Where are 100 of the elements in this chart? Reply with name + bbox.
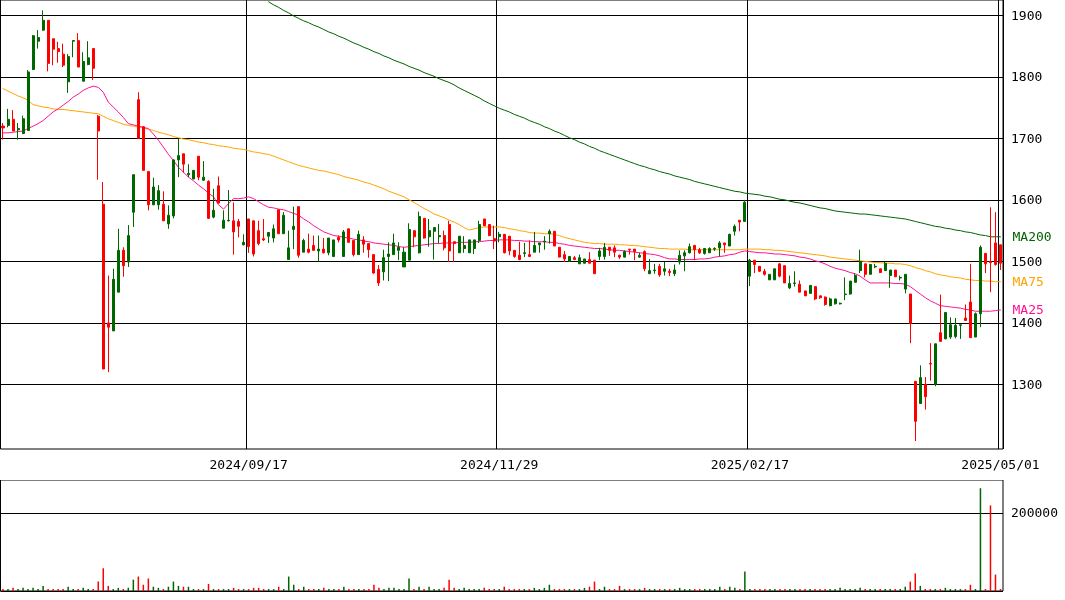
candlestick	[698, 247, 701, 255]
candlestick	[418, 211, 421, 254]
candlestick	[979, 244, 982, 328]
candlestick	[408, 222, 411, 261]
candlestick	[463, 235, 466, 254]
candlestick	[392, 233, 395, 256]
candlestick	[864, 263, 867, 278]
y-tick-label: 1500	[1011, 253, 1043, 269]
candlestick	[919, 364, 922, 404]
candlestick	[894, 269, 897, 278]
candlestick	[347, 228, 350, 243]
candlestick	[62, 43, 65, 68]
candlestick	[899, 275, 902, 281]
candlestick	[473, 239, 476, 255]
candlestick	[77, 32, 80, 68]
candlestick	[593, 259, 596, 275]
candlestick	[788, 275, 791, 290]
candlestick	[929, 342, 932, 382]
candlestick	[112, 268, 115, 332]
candlestick	[703, 247, 706, 256]
candlestick	[167, 204, 170, 230]
candlestick	[257, 220, 260, 246]
candlestick	[357, 230, 360, 256]
candlestick	[964, 303, 967, 321]
candlestick	[57, 41, 60, 64]
candlestick	[829, 297, 832, 307]
candlestick	[859, 249, 862, 274]
candlestick	[147, 170, 150, 211]
candlestick	[483, 218, 486, 227]
candlestick	[538, 242, 541, 254]
candlestick	[247, 218, 250, 254]
candlestick	[82, 51, 85, 82]
candlestick	[458, 235, 461, 254]
candlestick	[778, 262, 781, 278]
candlestick	[252, 220, 255, 257]
candlestick	[834, 298, 837, 305]
candlestick	[272, 224, 275, 243]
candlestick	[999, 244, 1002, 271]
candlestick	[242, 233, 245, 246]
candlestick	[117, 228, 120, 293]
candlestick	[443, 230, 446, 251]
candlestick	[748, 258, 751, 287]
candlestick	[438, 223, 441, 244]
candlestick	[728, 233, 731, 247]
candlestick	[227, 189, 230, 222]
candlestick	[413, 230, 416, 248]
candlestick	[22, 115, 25, 135]
candlestick	[753, 259, 756, 274]
candlestick	[889, 269, 892, 289]
candlestick	[598, 247, 601, 261]
candlestick	[448, 220, 451, 263]
candlestick	[127, 224, 130, 268]
candlestick	[934, 343, 937, 387]
candlestick	[232, 201, 235, 256]
candlestick	[508, 235, 511, 256]
candlestick	[914, 380, 917, 442]
candlestick	[287, 230, 290, 261]
candlestick	[423, 217, 426, 240]
candlestick	[342, 229, 345, 257]
candlestick	[428, 218, 431, 248]
candlestick	[693, 244, 696, 261]
candlestick	[718, 240, 721, 257]
candlestick	[47, 19, 50, 72]
candlestick	[618, 254, 621, 260]
y-tick-label: 1600	[1011, 192, 1043, 208]
candlestick	[638, 252, 641, 259]
candlestick	[909, 293, 912, 344]
candlestick	[92, 48, 95, 81]
candlestick	[37, 29, 40, 50]
y-tick-label: 1400	[1011, 315, 1043, 331]
candlestick	[317, 235, 320, 262]
candlestick	[52, 38, 55, 66]
candlestick	[904, 273, 907, 294]
candlestick	[994, 211, 997, 267]
candlestick	[222, 209, 225, 229]
candlestick	[1, 122, 5, 141]
candlestick	[804, 290, 807, 297]
candlestick	[723, 242, 726, 254]
candlestick	[518, 241, 521, 261]
candlestick	[633, 248, 636, 261]
candlestick	[42, 9, 45, 32]
x-tick-label: 2024/09/17	[209, 457, 288, 472]
candlestick	[102, 181, 105, 370]
candlestick	[302, 238, 305, 253]
candlestick	[658, 263, 661, 278]
candlestick	[453, 241, 456, 263]
candlestick	[738, 219, 741, 232]
candlestick	[87, 40, 90, 66]
candlestick	[548, 228, 551, 245]
candlestick	[382, 249, 385, 281]
candlestick	[97, 114, 100, 181]
candlestick	[558, 246, 561, 258]
candlestick	[397, 241, 400, 261]
candlestick	[563, 250, 566, 263]
candlestick	[327, 237, 330, 256]
candlestick	[763, 268, 766, 277]
candlestick	[162, 190, 165, 222]
candlestick	[277, 209, 280, 235]
candlestick	[708, 246, 711, 254]
candlestick	[768, 273, 771, 281]
